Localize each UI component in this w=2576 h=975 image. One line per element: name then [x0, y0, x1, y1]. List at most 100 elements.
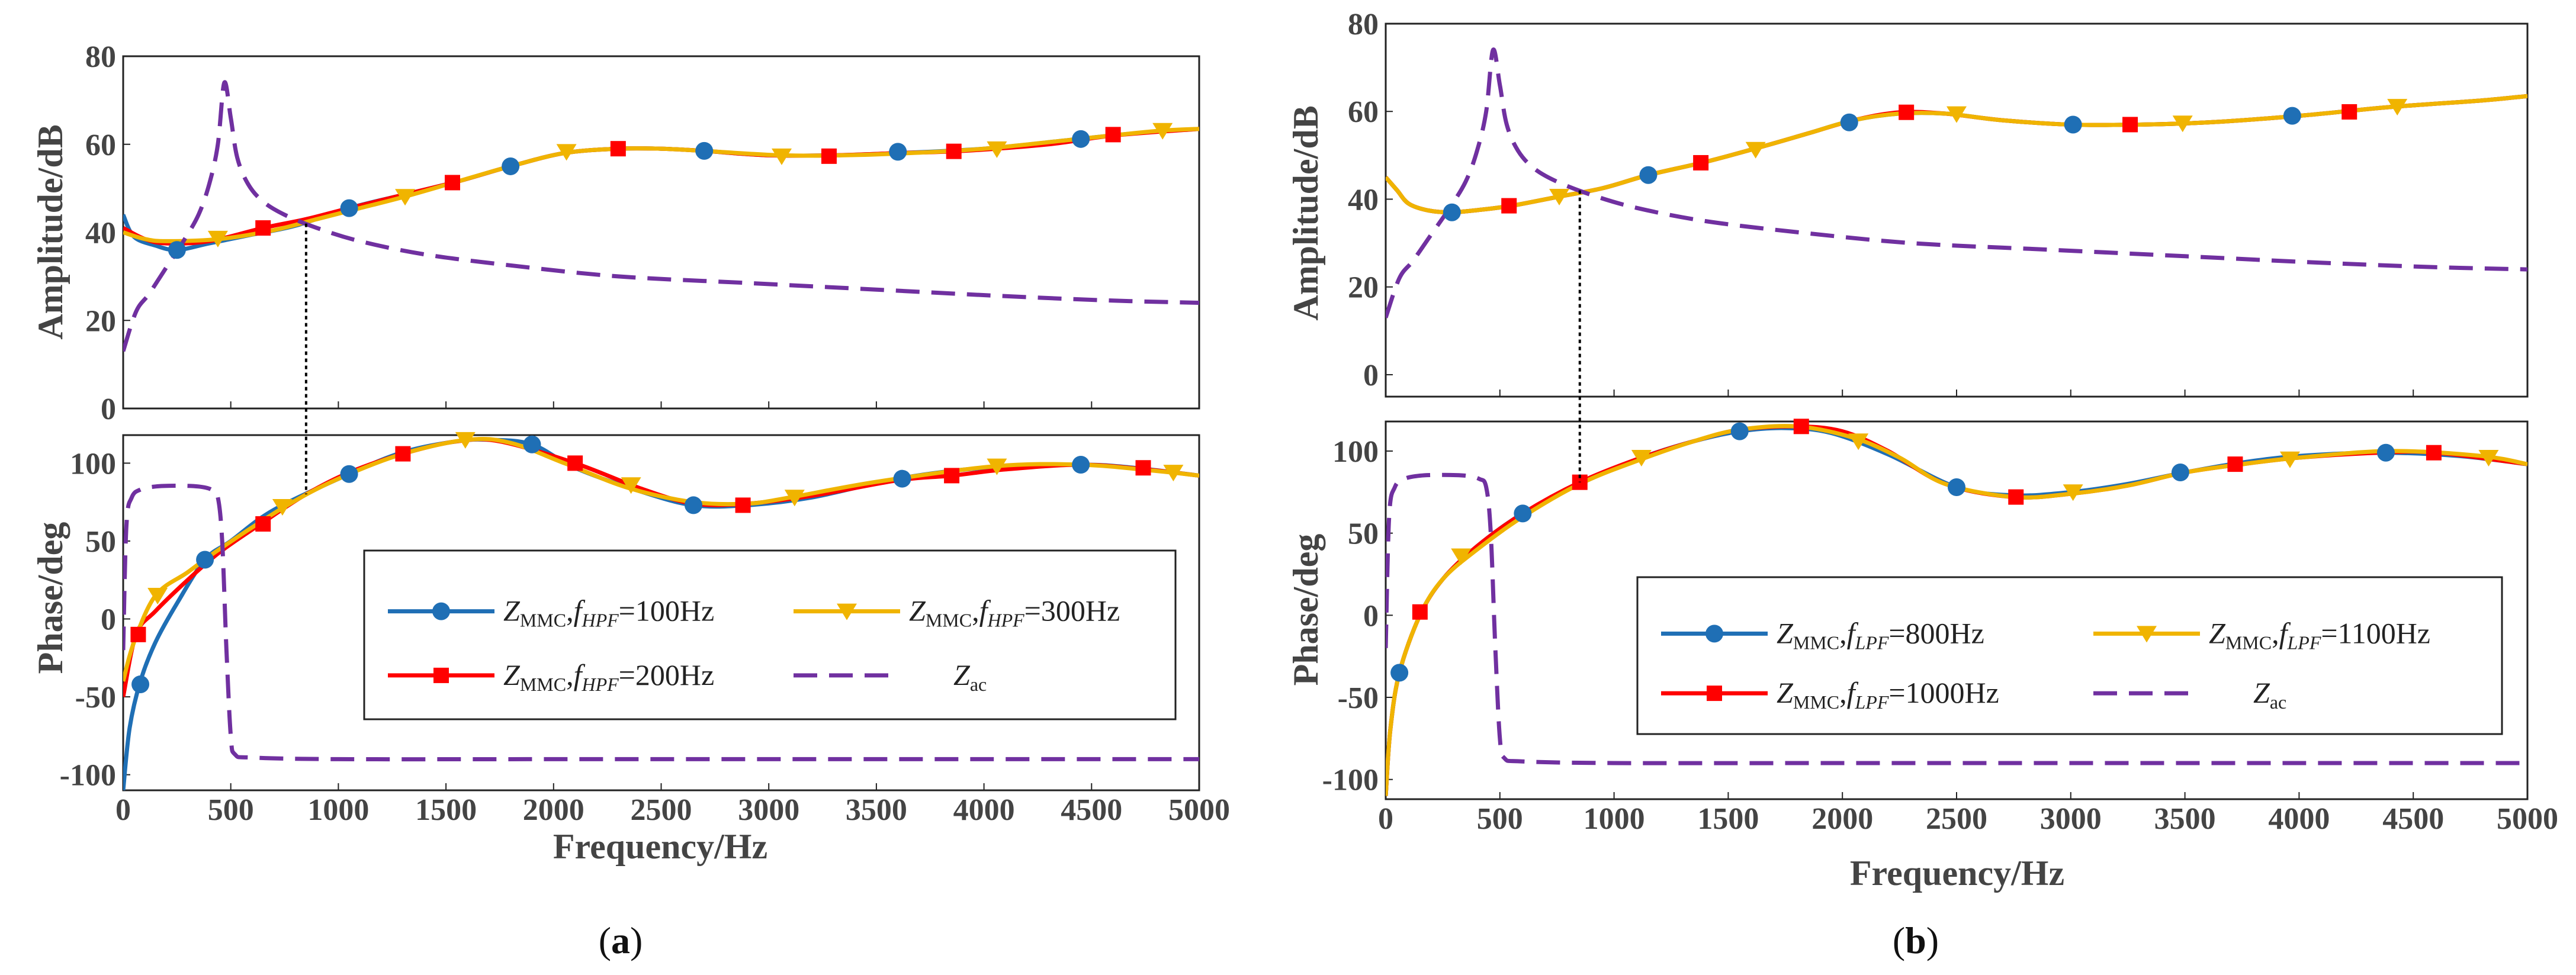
panel-label-open: (	[1893, 919, 1905, 961]
legend-marker-square	[1707, 686, 1722, 702]
legend-sep: ,	[972, 594, 979, 628]
markers-group	[168, 123, 1173, 259]
marker-circle	[1639, 166, 1658, 184]
marker-square	[1105, 127, 1121, 143]
marker-square	[255, 516, 271, 532]
panel-label-open: (	[599, 919, 611, 961]
legend-value: =1000Hz	[1888, 676, 1999, 709]
marker-triangle	[621, 477, 641, 494]
marker-square	[946, 143, 962, 159]
plot-frame	[1385, 22, 2529, 398]
marker-circle	[893, 469, 911, 488]
marker-square	[1693, 155, 1709, 170]
legend-z-sub: MMC	[520, 610, 566, 631]
marker-circle	[1390, 664, 1409, 682]
marker-square	[2426, 445, 2442, 461]
plot-frame	[122, 55, 1200, 410]
legend-value: =200Hz	[619, 658, 715, 691]
marker-circle	[1514, 504, 1532, 523]
legend-box	[363, 549, 1177, 720]
marker-triangle	[2279, 451, 2300, 468]
x-tick-label: 3500	[846, 793, 907, 827]
y-tick-label: 0	[101, 392, 116, 426]
frequency-axis-title: Frequency/Hz	[553, 827, 767, 866]
legend-label: ZMMC,fLPF=1100Hz	[2209, 616, 2430, 653]
legend-z-sub: MMC	[926, 610, 972, 631]
marker-circle	[695, 141, 714, 160]
marker-circle	[131, 675, 150, 694]
frequency-axis-title: Frequency/Hz	[1850, 854, 2064, 893]
legend-label: ZMMC,fHPF=100Hz	[503, 594, 714, 631]
legend-z: Z	[503, 594, 521, 628]
x-tick-label: 1500	[1697, 802, 1759, 836]
y-tick-label: 60	[1348, 95, 1379, 129]
marker-square	[567, 455, 583, 471]
phase-axis-title: Phase/deg	[31, 522, 70, 674]
x-tick-label: 5000	[1168, 793, 1230, 827]
marker-triangle	[2172, 115, 2193, 133]
marker-triangle	[2387, 99, 2408, 116]
chart-b-amplitude: 0 20 40 60 80	[1348, 8, 2529, 398]
x-tick-label: 1500	[415, 793, 477, 827]
y-tick-label: 100	[70, 447, 116, 481]
marker-triangle	[455, 432, 476, 449]
marker-circle	[340, 199, 358, 217]
legend-z: Z	[503, 658, 521, 691]
marker-circle	[168, 241, 186, 259]
marker-triangle	[395, 189, 416, 206]
marker-square	[130, 626, 146, 642]
x-tick-label: 4500	[2382, 802, 2444, 836]
marker-triangle	[1549, 189, 1570, 206]
legend-label: ZMMC,fLPF=800Hz	[1777, 616, 1984, 653]
legend-z: Z	[953, 658, 971, 691]
x-tick-label: 4000	[953, 793, 1015, 827]
marker-square	[1501, 198, 1517, 214]
y-tick-label: 60	[85, 128, 116, 162]
y-tick-label: -50	[1338, 681, 1379, 715]
legend-z-sub: MMC	[520, 674, 566, 695]
legend-b: ZMMC,fLPF=800Hz ZMMC,fLPF=1100Hz ZMMC,fLPF…	[1636, 576, 2503, 735]
y-tick-label: 100	[1332, 435, 1379, 469]
legend-z-sub: MMC	[1793, 691, 1839, 713]
y-tick-label: 40	[85, 217, 116, 250]
marker-circle	[2376, 443, 2395, 462]
marker-square	[735, 497, 751, 513]
phase-axis-title: Phase/deg	[1286, 534, 1325, 686]
legend-label: ZMMC,fLPF=1000Hz	[1777, 676, 1999, 713]
y-tick-label: 0	[1363, 359, 1379, 392]
marker-triangle	[1163, 465, 1184, 482]
series-line	[1386, 94, 2527, 215]
legend-marker-triangle	[2137, 626, 2157, 643]
legend-marker-circle	[1705, 625, 1723, 643]
legend-marker-circle	[432, 602, 450, 620]
series-group	[123, 80, 1199, 352]
marker-triangle	[147, 588, 168, 605]
x-tick-label: 3500	[2154, 802, 2216, 836]
legend-label: ZMMC,fHPF=300Hz	[909, 594, 1120, 631]
legend-f-sub: LPF	[1854, 691, 1888, 713]
marker-square	[1412, 604, 1428, 620]
legend-z-sub: ac	[2270, 691, 2286, 713]
marker-square	[2008, 489, 2024, 505]
x-tick-label: 500	[208, 793, 254, 827]
x-tick-label: 0	[115, 793, 131, 827]
marker-circle	[2283, 107, 2301, 125]
x-tick-label: 3000	[738, 793, 799, 827]
panel-label-letter: a	[611, 919, 630, 961]
y-tick-label: 20	[85, 304, 116, 338]
legend-z: Z	[1777, 616, 1794, 649]
marker-circle	[523, 435, 541, 453]
legend-f-sub: HPF	[581, 674, 619, 695]
legend-z: Z	[2209, 616, 2226, 649]
series-line	[123, 484, 1199, 762]
series-line	[1386, 47, 2527, 318]
legend-marker-triangle	[837, 603, 857, 620]
series-line	[1386, 424, 2527, 796]
y-tick-label: 50	[1348, 517, 1379, 551]
marker-circle	[2171, 463, 2189, 481]
marker-circle	[1840, 113, 1858, 131]
chart-a-amplitude: 0 20 40 60 80	[85, 40, 1200, 426]
legend-sep: ,	[2272, 616, 2279, 649]
